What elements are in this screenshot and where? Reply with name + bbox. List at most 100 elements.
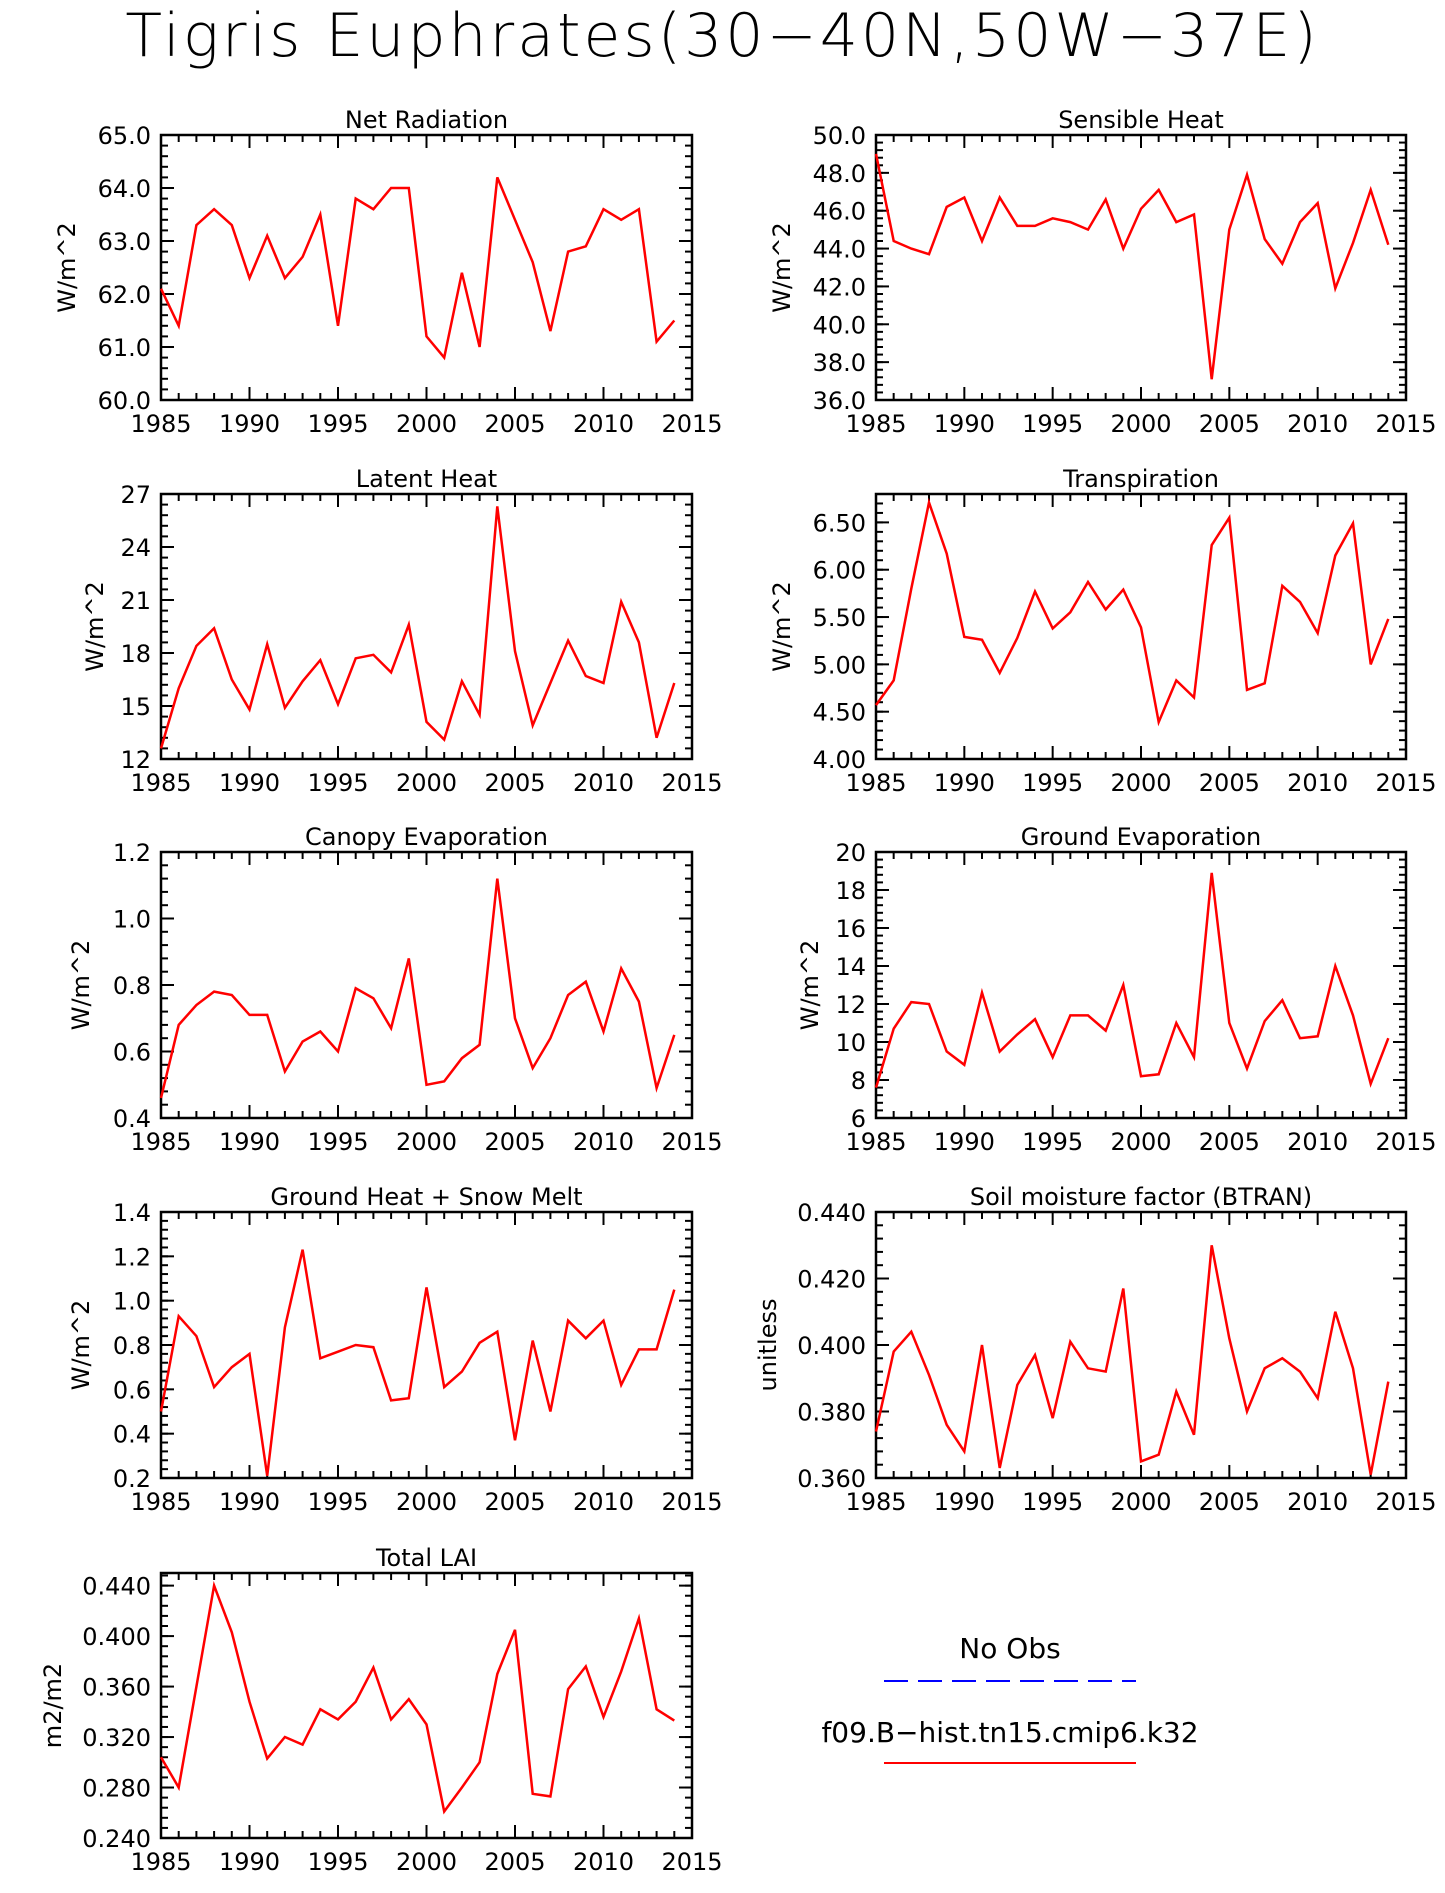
x-tick-label: 2015: [1375, 410, 1436, 438]
y-axis-label: W/m^2: [53, 222, 81, 313]
x-tick-label: 2010: [1287, 769, 1348, 797]
x-tick-label: 1990: [219, 1488, 280, 1516]
y-axis-label: W/m^2: [67, 1300, 95, 1391]
x-tick-label: 2010: [573, 1488, 634, 1516]
x-tick-label: 2015: [661, 1488, 722, 1516]
y-tick-label: 62.0: [98, 281, 151, 309]
x-tick-label: 1990: [219, 1848, 280, 1876]
y-tick-label: 27: [120, 481, 151, 509]
panel-title: Ground Evaporation: [1021, 823, 1261, 851]
x-tick-label: 1995: [1022, 1128, 1083, 1156]
model-series-line: [159, 1580, 675, 1815]
panel-title: Sensible Heat: [1058, 106, 1224, 134]
x-tick-label: 2015: [661, 1128, 722, 1156]
x-tick-label: 2005: [1199, 769, 1260, 797]
y-tick-label: 65.0: [98, 122, 151, 150]
y-tick-label: 44.0: [813, 236, 866, 264]
y-tick-label: 0.2: [113, 1465, 151, 1493]
x-tick-label: 2000: [396, 410, 457, 438]
plot-frame: [159, 1571, 694, 1840]
legend-obs-label: No Obs: [959, 1632, 1060, 1665]
panel-8: 1985 1990 1995 2000 2005 2010 2015 0.360 0.380 0.…: [754, 1183, 1437, 1516]
x-tick-label: 1995: [307, 1488, 368, 1516]
x-tick-label: 2015: [1375, 1128, 1436, 1156]
legend: No Obs f09.B−hist.tn15.cmip6.k32: [821, 1632, 1199, 1764]
y-axis-label: W/m^2: [81, 581, 109, 672]
x-tick-label: 2005: [484, 1128, 545, 1156]
plot-frame: [874, 133, 1408, 402]
y-tick-label: 61.0: [98, 334, 151, 362]
figure-title: Tigris Euphrates(30−40N,50W−37E): [125, 1, 1320, 71]
model-series-line: [159, 506, 676, 749]
y-tick-label: 6.00: [813, 557, 866, 585]
y-tick-label: 0.440: [82, 1573, 151, 1601]
y-tick-label: 0.8: [113, 972, 151, 1000]
x-tick-label: 2005: [484, 1848, 545, 1876]
x-tick-label: 2000: [396, 1128, 457, 1156]
x-tick-label: 2015: [1375, 1488, 1436, 1516]
panel-title: Latent Heat: [356, 465, 497, 493]
y-tick-label: 0.240: [82, 1825, 151, 1853]
y-axis-label: W/m^2: [796, 940, 824, 1031]
y-tick-label: 64.0: [98, 175, 151, 203]
y-tick-label: 1.4: [113, 1199, 151, 1227]
plot-frame: [159, 133, 694, 402]
x-tick-label: 1990: [934, 1488, 995, 1516]
model-series-line: [159, 878, 676, 1099]
model-series-line: [874, 153, 1390, 380]
y-tick-label: 12: [120, 746, 151, 774]
x-tick-label: 2000: [396, 769, 457, 797]
y-tick-label: 20: [835, 839, 866, 867]
x-tick-label: 2010: [1287, 1488, 1348, 1516]
x-tick-label: 1985: [845, 769, 906, 797]
y-tick-label: 0.420: [797, 1266, 866, 1294]
y-tick-label: 36.0: [813, 387, 866, 415]
x-tick-label: 1990: [934, 769, 995, 797]
x-tick-label: 1990: [219, 410, 280, 438]
x-tick-label: 2010: [1287, 1128, 1348, 1156]
y-tick-label: 5.50: [813, 604, 866, 632]
y-tick-label: 0.400: [797, 1332, 866, 1360]
panel-5: 1985 1990 1995 2000 2005 2010 2015 0.4 0.6 0.8 1.0…: [67, 823, 723, 1156]
x-tick-label: 1985: [845, 1128, 906, 1156]
y-tick-label: 4.00: [813, 746, 866, 774]
x-tick-label: 2005: [1199, 1128, 1260, 1156]
y-tick-label: 8: [851, 1067, 866, 1095]
x-tick-label: 1990: [219, 769, 280, 797]
x-tick-label: 2005: [484, 1488, 545, 1516]
y-tick-label: 0.320: [82, 1724, 151, 1752]
x-tick-label: 1995: [307, 1128, 368, 1156]
y-tick-label: 24: [120, 534, 151, 562]
x-tick-label: 1995: [1022, 769, 1083, 797]
y-tick-label: 42.0: [813, 273, 866, 301]
x-tick-label: 1995: [1022, 1488, 1083, 1516]
x-tick-label: 1985: [130, 410, 191, 438]
y-tick-label: 0.360: [797, 1465, 866, 1493]
x-tick-label: 2010: [573, 1848, 634, 1876]
y-tick-label: 50.0: [813, 122, 866, 150]
y-tick-label: 60.0: [98, 387, 151, 415]
panel-3: 1985 1990 1995 2000 2005 2010 2015 12 15 18 21 24 27…: [81, 465, 723, 797]
y-tick-label: 1.0: [113, 906, 151, 934]
panel-title: Transpiration: [1062, 465, 1219, 493]
x-tick-label: 1985: [845, 410, 906, 438]
x-tick-label: 1995: [307, 1848, 368, 1876]
plot-frame: [874, 850, 1408, 1120]
y-tick-label: 14: [835, 953, 866, 981]
x-tick-label: 1990: [934, 1128, 995, 1156]
panel-title: Ground Heat + Snow Melt: [270, 1183, 582, 1211]
x-tick-label: 2015: [1375, 769, 1436, 797]
x-tick-label: 1985: [845, 1488, 906, 1516]
y-tick-label: 0.4: [113, 1105, 151, 1133]
y-tick-label: 6: [851, 1105, 866, 1133]
y-tick-label: 15: [120, 693, 151, 721]
x-tick-label: 1990: [934, 410, 995, 438]
y-tick-label: 18: [835, 877, 866, 905]
y-tick-label: 0.400: [82, 1623, 151, 1651]
y-tick-label: 0.440: [797, 1199, 866, 1227]
y-tick-label: 1.2: [113, 1243, 151, 1271]
x-tick-label: 1990: [219, 1128, 280, 1156]
model-series-line: [874, 872, 1390, 1088]
y-axis-label: W/m^2: [768, 581, 796, 672]
x-tick-label: 1995: [1022, 410, 1083, 438]
